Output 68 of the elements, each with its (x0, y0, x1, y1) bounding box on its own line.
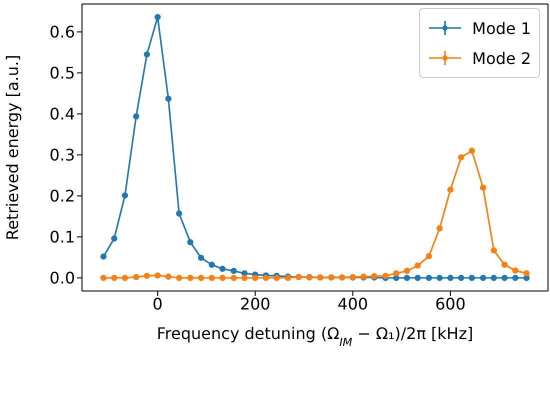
point (208, 262, 215, 268)
point (241, 274, 248, 281)
point (230, 268, 237, 274)
point (262, 274, 270, 281)
point (187, 274, 194, 281)
point (198, 254, 204, 261)
point (208, 274, 215, 281)
point (447, 186, 454, 193)
x-tick-label: 400 (338, 294, 368, 314)
point (501, 274, 508, 281)
point (144, 51, 150, 58)
point (165, 274, 172, 280)
y-tick-label: 0.5 (50, 64, 75, 83)
x-tick-label: 600 (435, 294, 466, 314)
point (512, 267, 518, 274)
point (480, 274, 486, 281)
point (252, 274, 258, 281)
point (501, 262, 508, 268)
point (393, 270, 400, 276)
point (468, 274, 475, 281)
point (426, 274, 432, 281)
legend-label: Mode 2 (472, 48, 531, 68)
point (219, 266, 226, 272)
x-tick-label: 200 (240, 294, 270, 314)
point (523, 270, 530, 276)
point (176, 210, 182, 217)
point (480, 184, 486, 191)
point (230, 274, 237, 281)
point (512, 274, 518, 281)
point (111, 274, 118, 281)
y-tick-label: 0.0 (50, 268, 75, 288)
point (404, 268, 410, 274)
y-tick-label: 0.1 (50, 228, 75, 247)
y-tick-label: 0.3 (50, 146, 75, 165)
point (133, 274, 140, 280)
point (100, 274, 107, 281)
point (154, 14, 161, 20)
y-tick-label: 0.4 (50, 104, 75, 124)
point (490, 274, 497, 281)
point (198, 274, 204, 281)
point (219, 274, 226, 281)
point (436, 274, 443, 281)
point (100, 253, 107, 260)
point (404, 274, 410, 281)
point (447, 274, 454, 281)
point (122, 274, 128, 281)
point (144, 272, 150, 279)
point (176, 274, 182, 281)
point (436, 225, 443, 232)
y-axis-title: Retrieved energy [a.u.] (3, 54, 22, 240)
x-axis-title: Frequency detuning (Ω$_{IM}$ − Ω₁)/2π [kHz] (156, 324, 474, 348)
point (468, 148, 475, 154)
y-tick-label: 0.2 (50, 186, 75, 206)
x-tick-label: 0 (152, 294, 163, 314)
point (154, 272, 161, 279)
point (165, 96, 172, 102)
legend-label: Mode 1 (472, 18, 531, 38)
point (458, 274, 464, 281)
point (187, 239, 194, 246)
point (458, 154, 464, 160)
point (414, 262, 421, 269)
point (111, 235, 118, 242)
point (426, 253, 432, 260)
point (490, 247, 497, 254)
y-tick-label: 0.6 (50, 22, 75, 42)
point (122, 192, 128, 199)
point (133, 113, 140, 120)
point (414, 274, 421, 281)
